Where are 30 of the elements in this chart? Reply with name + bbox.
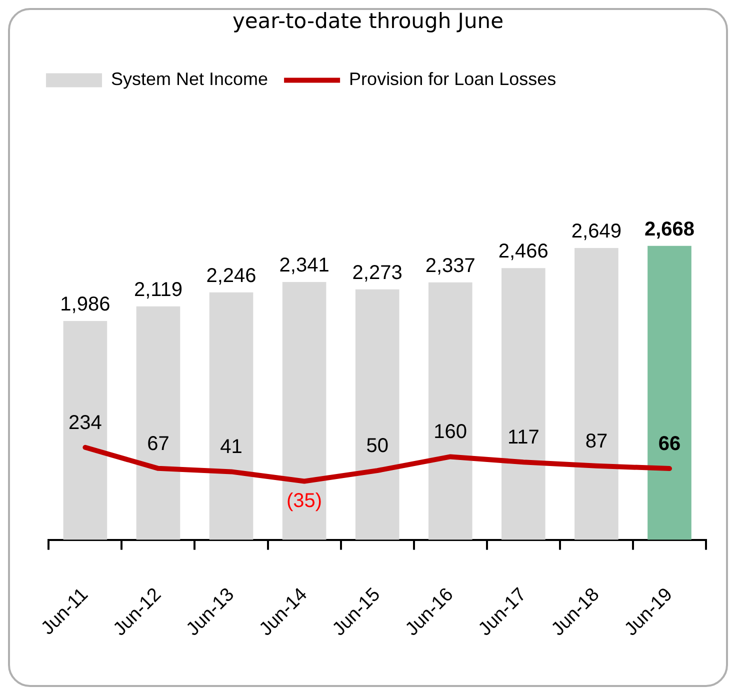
bar [428, 282, 472, 540]
data-label: 2,668 [644, 218, 695, 240]
legend-label: Provision for Loan Losses [349, 69, 556, 90]
data-label: 2,466 [498, 240, 548, 263]
data-label: 2,273 [352, 262, 402, 284]
data-label: 234 [68, 412, 102, 434]
data-label: 41 [220, 436, 242, 458]
bar [648, 246, 692, 540]
bar [282, 282, 326, 540]
data-label: 50 [366, 435, 388, 458]
chart-subtitle: year-to-date through June [232, 9, 504, 34]
bar [63, 321, 108, 540]
legend-label: System Net Income [111, 69, 268, 90]
bar [209, 292, 254, 540]
data-label: 2,119 [134, 278, 183, 301]
data-label: 2,246 [206, 264, 256, 287]
bar [502, 268, 546, 540]
data-label: 66 [658, 433, 681, 456]
bar [574, 248, 618, 540]
data-label: 2,337 [425, 254, 476, 277]
bar [136, 306, 180, 540]
data-label: 67 [147, 432, 170, 455]
data-label: 87 [585, 430, 608, 452]
data-label: 117 [507, 426, 540, 449]
data-label: (35) [286, 490, 322, 512]
bar [355, 289, 400, 540]
data-label: 2,341 [279, 254, 330, 276]
data-label: 1,986 [60, 294, 110, 316]
data-label: 2,649 [571, 220, 622, 243]
data-label: 160 [434, 421, 468, 444]
